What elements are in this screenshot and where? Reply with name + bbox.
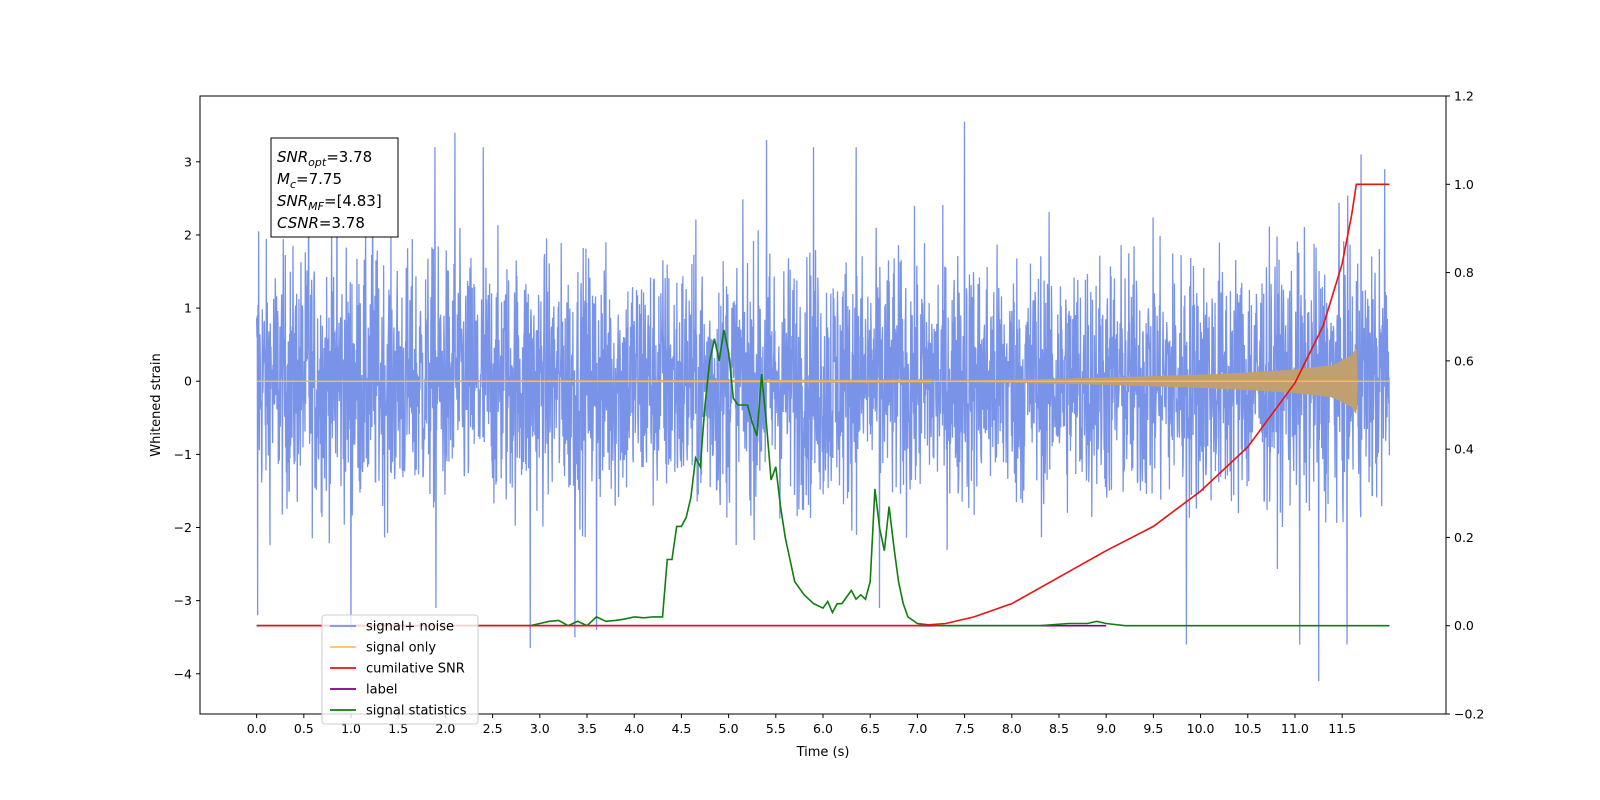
x-tick-label: 2.5 — [483, 721, 503, 736]
legend-label: signal statistics — [366, 704, 467, 719]
info-symbol: M — [277, 170, 290, 188]
x-tick-label: 0.0 — [247, 721, 267, 736]
x-tick-label: 8.0 — [1002, 721, 1022, 736]
x-tick-label: 9.5 — [1143, 721, 1163, 736]
y2-tick-label: 1.2 — [1454, 89, 1474, 104]
y2-tick-label: 0.2 — [1454, 530, 1474, 545]
x-tick-label: 5.5 — [766, 721, 786, 736]
y2-tick-label: 0.8 — [1454, 265, 1474, 280]
x-tick-label: 9.0 — [1096, 721, 1116, 736]
y2-tick-label: 1.0 — [1454, 177, 1474, 192]
x-tick-label: 4.5 — [671, 721, 691, 736]
y2-tick-label: 0.6 — [1454, 353, 1474, 368]
info-line: Mc=7.75 — [277, 170, 342, 191]
y-tick-label: −4 — [174, 666, 192, 681]
info-line: CSNR=3.78 — [277, 214, 365, 232]
x-tick-label: 5.0 — [719, 721, 739, 736]
x-axis-label: Time (s) — [796, 745, 850, 760]
x-axis-ticks: 0.0 0.5 1.0 1.5 2.0 2.5 3.0 3.5 4.0 4.5 5.0 5.5 6.0 6… — [247, 714, 1356, 736]
x-tick-label: 3.5 — [577, 721, 597, 736]
y-tick-label: −2 — [174, 520, 192, 535]
legend-label: signal+ noise — [366, 620, 454, 635]
x-tick-label: 4.0 — [624, 721, 644, 736]
x-tick-label: 10.0 — [1187, 721, 1215, 736]
x-tick-label: 6.0 — [813, 721, 833, 736]
info-line: SNRopt=3.78 — [277, 148, 372, 169]
legend-frame — [321, 614, 479, 725]
y2-axis-ticks: 1.2 1.0 0.8 0.6 0.4 0.2 0.0 −0.2 — [1446, 89, 1484, 722]
info-subscript: MF — [308, 200, 324, 213]
x-tick-label: 1.5 — [388, 721, 408, 736]
y2-tick-label: 0.4 — [1454, 442, 1474, 457]
info-box-frame — [270, 137, 399, 238]
info-subscript: c — [290, 178, 296, 191]
info-value: =3.78 — [326, 148, 372, 166]
info-line: SNRMF=[4.83] — [277, 192, 382, 213]
x-tick-label: 10.5 — [1234, 721, 1262, 736]
x-tick-label: 1.0 — [341, 721, 361, 736]
info-value: =[4.83] — [324, 192, 382, 210]
cumilative-snr-line — [256, 183, 1390, 627]
x-tick-label: 3.0 — [530, 721, 550, 736]
x-tick-label: 11.5 — [1328, 721, 1356, 736]
signal-noise-line — [255, 121, 1391, 682]
legend: signal+ noise signal only cumilative SNR la… — [321, 614, 479, 725]
signal-statistics-line — [256, 329, 1390, 627]
x-tick-label: 8.5 — [1049, 721, 1069, 736]
y-axis-ticks: 3 2 1 0 −1 −2 −3 −4 — [174, 154, 200, 681]
y-tick-label: 2 — [184, 227, 192, 242]
y-tick-label: −3 — [174, 593, 192, 608]
x-tick-label: 7.0 — [907, 721, 927, 736]
x-tick-label: 11.0 — [1281, 721, 1309, 736]
legend-label: label — [366, 683, 397, 698]
y-axis-label: Whitened strain — [149, 353, 164, 456]
info-value: =3.78 — [319, 214, 365, 232]
legend-label: cumilative SNR — [366, 662, 465, 677]
info-symbol: SNR — [277, 148, 308, 166]
y-tick-label: −1 — [174, 447, 192, 462]
info-value: =7.75 — [296, 170, 342, 188]
x-tick-label: 2.0 — [435, 721, 455, 736]
y2-tick-label: 0.0 — [1454, 618, 1474, 633]
y-tick-label: 1 — [184, 301, 192, 316]
y-tick-label: 3 — [184, 154, 192, 169]
legend-label: signal only — [366, 641, 436, 656]
info-symbol: CSNR — [277, 214, 319, 232]
signal-noise-series — [255, 121, 1391, 682]
signal-only-series — [256, 348, 1390, 414]
info-symbol: SNR — [277, 192, 308, 210]
y-tick-label: 0 — [184, 374, 192, 389]
x-tick-label: 0.5 — [294, 721, 314, 736]
x-tick-label: 7.5 — [955, 721, 975, 736]
x-tick-label: 6.5 — [860, 721, 880, 736]
y2-tick-label: −0.2 — [1454, 707, 1484, 722]
info-subscript: opt — [308, 156, 327, 169]
